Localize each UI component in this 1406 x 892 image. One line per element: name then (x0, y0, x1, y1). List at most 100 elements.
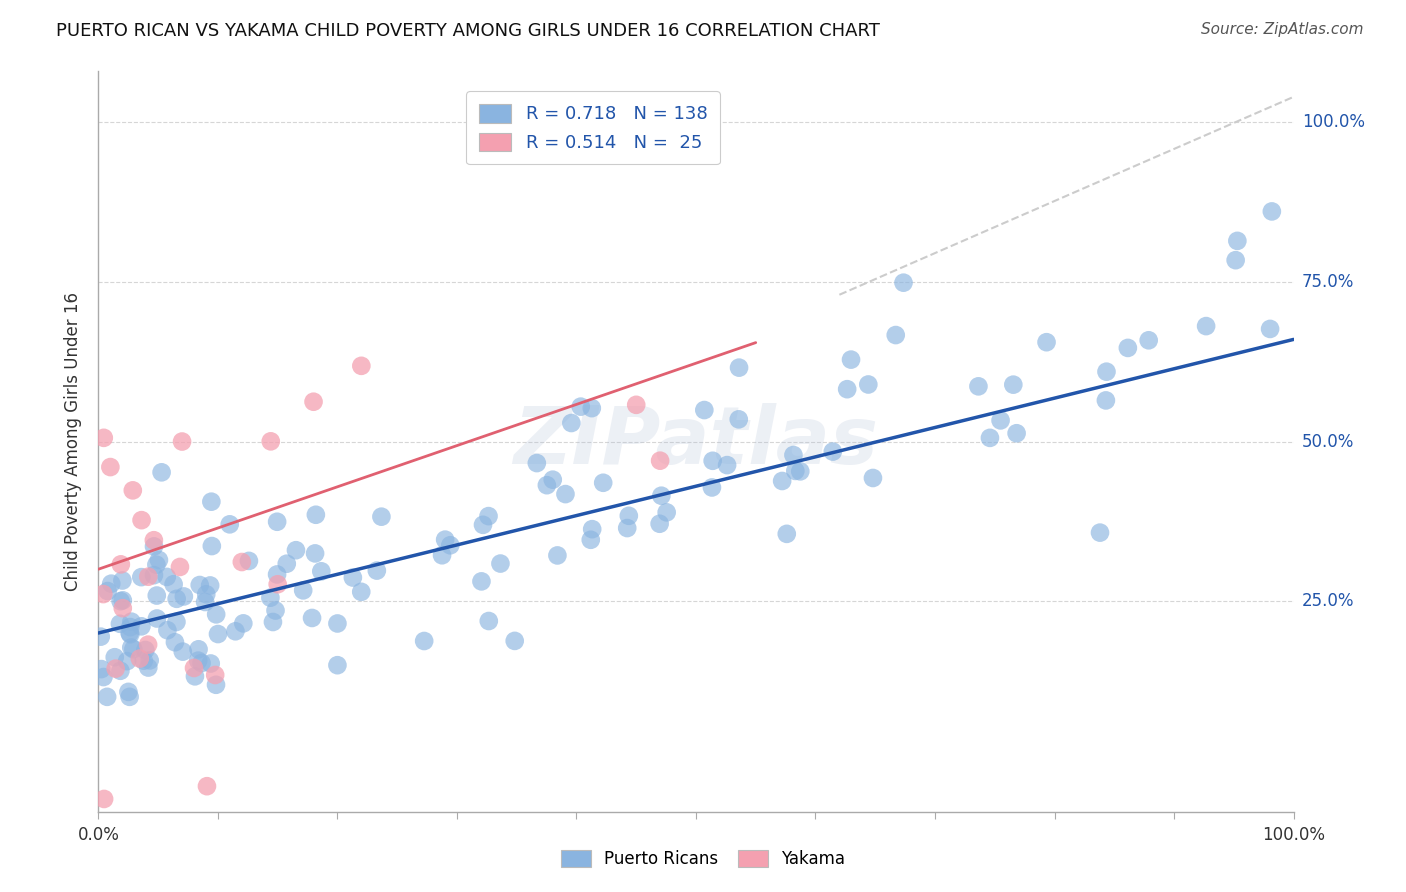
Point (1116, 341, 1139, 355)
Point (1035, 335, 1057, 350)
Point (200, 657, 222, 671)
Point (238, 554, 260, 568)
Point (592, 475, 614, 490)
Point (142, 568, 165, 582)
Point (326, 658, 349, 673)
Point (554, 487, 576, 501)
Point (104, 650, 127, 665)
Point (350, 359, 373, 373)
Point (120, 640, 142, 655)
Point (150, 465, 173, 479)
Point (862, 471, 884, 485)
Point (259, 591, 281, 605)
Point (136, 570, 159, 584)
Point (131, 619, 153, 633)
Point (172, 434, 194, 449)
Point (503, 633, 526, 648)
Point (200, 494, 222, 508)
Text: 75.0%: 75.0% (1302, 273, 1354, 291)
Point (990, 413, 1012, 427)
Point (93, 670, 115, 684)
Point (470, 574, 492, 589)
Point (195, 779, 218, 793)
Point (1261, 204, 1284, 219)
Point (650, 489, 672, 503)
Point (581, 401, 603, 416)
Point (326, 616, 349, 631)
Point (163, 635, 186, 649)
Point (579, 533, 602, 547)
Point (231, 555, 253, 569)
Point (104, 662, 127, 676)
Point (218, 517, 240, 532)
Point (305, 508, 328, 522)
Point (97, 584, 120, 599)
Point (1005, 426, 1028, 441)
Point (195, 587, 218, 601)
Point (184, 669, 207, 683)
Point (205, 678, 228, 692)
Point (145, 558, 167, 572)
Point (789, 464, 811, 478)
Point (821, 444, 844, 458)
Point (187, 642, 209, 657)
Point (183, 661, 205, 675)
Point (581, 522, 603, 536)
Point (1088, 525, 1111, 540)
Point (120, 627, 142, 641)
Point (1225, 253, 1247, 268)
Point (194, 595, 217, 609)
Point (122, 642, 145, 657)
Point (156, 570, 179, 584)
Point (1195, 319, 1218, 334)
Point (120, 620, 142, 634)
Point (131, 570, 153, 584)
Text: PUERTO RICAN VS YAKAMA CHILD POVERTY AMONG GIRLS UNDER 16 CORRELATION CHART: PUERTO RICAN VS YAKAMA CHILD POVERTY AMO… (56, 22, 880, 40)
Point (301, 611, 323, 625)
Point (111, 574, 134, 588)
Point (413, 634, 436, 648)
Point (93, 792, 115, 806)
Point (284, 543, 307, 558)
Point (439, 538, 461, 552)
Point (648, 453, 672, 467)
Point (131, 513, 153, 527)
Point (648, 516, 671, 531)
Point (839, 352, 862, 367)
Text: ZIPatlas: ZIPatlas (513, 402, 879, 481)
Point (93, 431, 115, 445)
Point (262, 615, 284, 629)
Point (616, 521, 638, 535)
Point (146, 611, 169, 625)
Point (148, 553, 170, 567)
Point (430, 548, 453, 562)
Point (118, 626, 141, 640)
Point (893, 276, 915, 290)
Text: 25.0%: 25.0% (1302, 592, 1354, 610)
Point (728, 360, 751, 375)
Text: 50.0%: 50.0% (1302, 433, 1354, 450)
Point (121, 483, 143, 498)
Point (266, 515, 288, 529)
Point (138, 653, 160, 667)
Point (785, 464, 807, 478)
Point (136, 660, 159, 674)
Point (702, 454, 724, 468)
Point (727, 412, 749, 426)
Point (472, 517, 495, 532)
Point (1258, 322, 1281, 336)
Point (90, 630, 112, 644)
Point (118, 690, 141, 704)
Point (782, 448, 804, 462)
Legend: Puerto Ricans, Yakama: Puerto Ricans, Yakama (554, 843, 852, 875)
Point (1137, 333, 1160, 347)
Point (98, 460, 122, 475)
Point (655, 505, 678, 519)
Point (90, 662, 112, 676)
Point (165, 615, 187, 629)
Point (979, 431, 1001, 445)
Point (560, 416, 582, 430)
Point (700, 480, 723, 494)
Point (546, 549, 568, 563)
Point (776, 526, 799, 541)
